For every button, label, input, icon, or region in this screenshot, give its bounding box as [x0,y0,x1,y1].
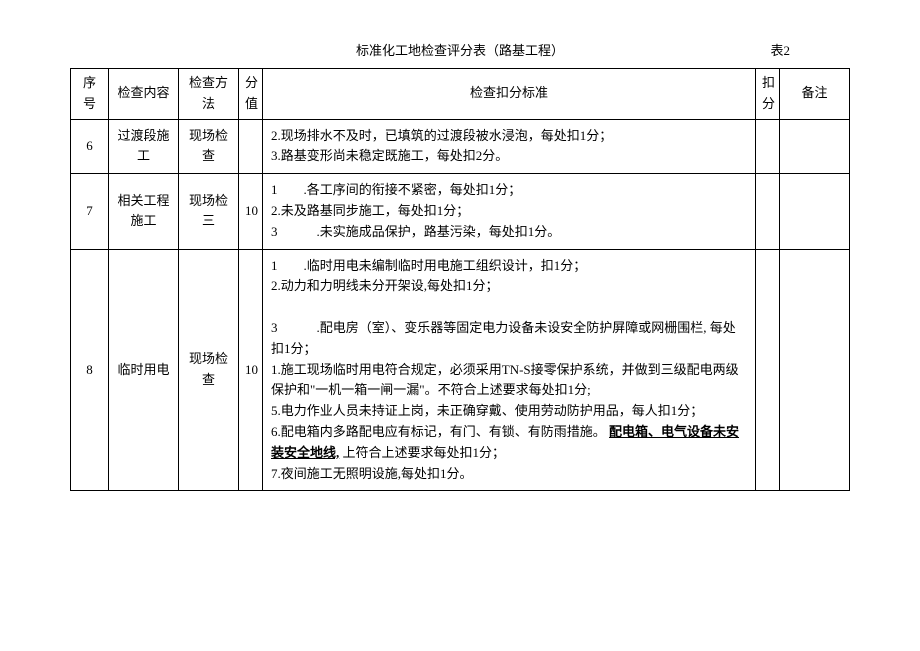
table-row: 8临时用电现场检查101 .临时用电未编制临时用电施工组织设计，扣1分；2.动力… [71,249,850,491]
standard-line: 7.夜间施工无照明设施,每处扣1分。 [271,464,747,485]
header-method: 检查方法 [179,69,239,120]
header-content: 检查内容 [109,69,179,120]
table-body: 6过渡段施工现场检查2.现场排水不及时，已填筑的过渡段被水浸泡，每处扣1分；3.… [71,119,850,491]
standard-line: 5.电力作业人员未持证上岗，未正确穿戴、使用劳动防护用品，每人扣1分； [271,401,747,422]
underline-bold-text: 配电箱、电气设备未安装安全地线, [271,424,739,460]
table-label: 表2 [770,40,790,59]
cell-deduct [756,249,780,491]
cell-content: 临时用电 [109,249,179,491]
cell-deduct [756,119,780,174]
standard-line [271,297,747,318]
cell-score: 10 [239,249,263,491]
header-deduct: 扣分 [756,69,780,120]
cell-seq: 8 [71,249,109,491]
header-score: 分值 [239,69,263,120]
cell-content: 相关工程施工 [109,174,179,249]
standard-line: 2.现场排水不及时，已填筑的过渡段被水浸泡，每处扣1分； [271,126,747,147]
cell-method: 现场检查 [179,249,239,491]
cell-deduct [756,174,780,249]
cell-standard: 2.现场排水不及时，已填筑的过渡段被水浸泡，每处扣1分；3.路基变形尚未稳定既施… [263,119,756,174]
cell-method: 现场检查 [179,119,239,174]
header-standard: 检查扣分标准 [263,69,756,120]
standard-line: 6.配电箱内多路配电应有标记，有门、有锁、有防雨措施。 配电箱、电气设备未安装安… [271,422,747,464]
standard-line: 3.路基变形尚未稳定既施工，每处扣2分。 [271,146,747,167]
cell-remark [780,249,850,491]
cell-remark [780,174,850,249]
standard-line: 3 .配电房（室）、变乐器等固定电力设备未设安全防护屏障或网栅围栏, 每处扣1分… [271,318,747,360]
title-row: 标准化工地检查评分表（路基工程） 表2 [70,40,850,60]
cell-standard: 1 .临时用电未编制临时用电施工组织设计，扣1分；2.动力和力明线未分开架设,每… [263,249,756,491]
standard-line: 3 .未实施成品保护，路基污染，每处扣1分。 [271,222,747,243]
header-seq: 序号 [71,69,109,120]
cell-score [239,119,263,174]
standard-line: 1 .临时用电未编制临时用电施工组织设计，扣1分； [271,256,747,277]
header-remark: 备注 [780,69,850,120]
page-title: 标准化工地检查评分表（路基工程） [70,40,850,59]
standard-line: 2.未及路基同步施工，每处扣1分； [271,201,747,222]
cell-remark [780,119,850,174]
header-row: 序号 检查内容 检查方法 分值 检查扣分标准 扣分 备注 [71,69,850,120]
standard-line: 1.施工现场临时用电符合规定，必须采用TN-S接零保护系统，并做到三级配电两级保… [271,360,747,402]
table-row: 6过渡段施工现场检查 2.现场排水不及时，已填筑的过渡段被水浸泡，每处扣1分；3.… [71,119,850,174]
cell-seq: 6 [71,119,109,174]
standard-line: 1 .各工序间的衔接不紧密，每处扣1分； [271,180,747,201]
cell-score: 10 [239,174,263,249]
cell-content: 过渡段施工 [109,119,179,174]
standard-line: 2.动力和力明线未分开架设,每处扣1分； [271,276,747,297]
cell-seq: 7 [71,174,109,249]
score-table: 序号 检查内容 检查方法 分值 检查扣分标准 扣分 备注 6过渡段施工现场检查2… [70,68,850,491]
cell-method: 现场检三 [179,174,239,249]
table-row: 7相关工程施工现场检三101 .各工序间的衔接不紧密，每处扣1分；2.未及路基同… [71,174,850,249]
cell-standard: 1 .各工序间的衔接不紧密，每处扣1分；2.未及路基同步施工，每处扣1分；3 .… [263,174,756,249]
